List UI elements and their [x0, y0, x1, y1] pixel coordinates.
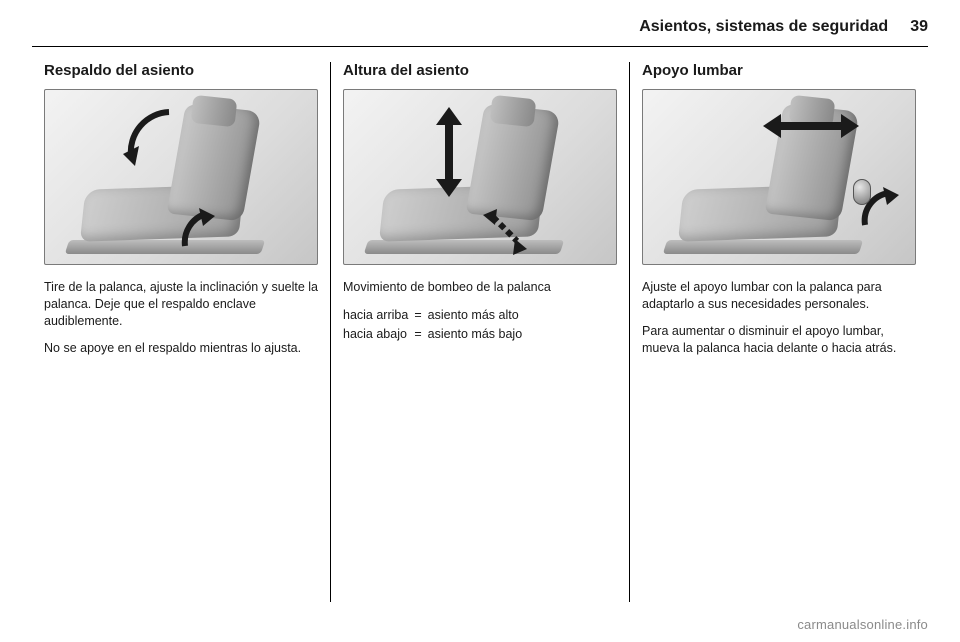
- paragraph: No se apoye en el respaldo mientras lo a…: [44, 340, 318, 357]
- lumbar-knob-icon: [853, 179, 871, 205]
- def-value: asiento más alto: [428, 306, 529, 325]
- def-value: asiento más bajo: [428, 325, 529, 344]
- column-altura: Altura del asiento Movimiento de b: [330, 62, 629, 602]
- section-title: Apoyo lumbar: [642, 62, 916, 79]
- vertical-double-arrow-icon: [436, 107, 462, 197]
- horizontal-double-arrow-icon: [763, 114, 859, 138]
- section-title: Altura del asiento: [343, 62, 617, 79]
- column-respaldo: Respaldo del asiento Tire de la palanca,…: [32, 62, 330, 602]
- seat-rail: [662, 240, 862, 254]
- seat-illustration: [643, 90, 915, 264]
- chapter-title: Asientos, sistemas de seguridad: [639, 18, 888, 36]
- section-title: Respaldo del asiento: [44, 62, 318, 79]
- def-term: hacia abajo: [343, 325, 414, 344]
- pump-double-arrow-icon: [475, 209, 535, 257]
- lever-up-arrow-icon: [181, 206, 215, 250]
- def-term: hacia arriba: [343, 306, 414, 325]
- page-header: Asientos, sistemas de seguridad 39: [32, 18, 928, 36]
- table-row: hacia arriba = asiento más alto: [343, 306, 528, 325]
- header-divider: [32, 46, 928, 47]
- seat-headrest: [490, 95, 536, 127]
- watermark: carmanualsonline.info: [797, 617, 928, 632]
- seat-headrest: [191, 95, 237, 127]
- paragraph: Tire de la palanca, ajuste la inclinació…: [44, 279, 318, 330]
- figure-seat-recline: [44, 89, 318, 265]
- seat-illustration: [45, 90, 317, 264]
- figure-seat-height: [343, 89, 617, 265]
- def-eq: =: [414, 306, 427, 325]
- paragraph: Ajuste el apoyo lumbar con la palanca pa…: [642, 279, 916, 313]
- lead-text: Movimiento de bombeo de la palanca: [343, 279, 617, 296]
- def-eq: =: [414, 325, 427, 344]
- seat-rail: [64, 240, 264, 254]
- seat-illustration: [344, 90, 616, 264]
- recline-arc-arrow-icon: [121, 104, 179, 174]
- column-lumbar: Apoyo lumbar Ajuste el apoyo lumbar: [629, 62, 928, 602]
- figure-seat-lumbar: [642, 89, 916, 265]
- content-columns: Respaldo del asiento Tire de la palanca,…: [32, 62, 928, 602]
- table-row: hacia abajo = asiento más bajo: [343, 325, 528, 344]
- definition-table: hacia arriba = asiento más alto hacia ab…: [343, 306, 528, 344]
- paragraph: Para aumentar o disminuir el apoyo lumba…: [642, 323, 916, 357]
- page-number: 39: [910, 18, 928, 36]
